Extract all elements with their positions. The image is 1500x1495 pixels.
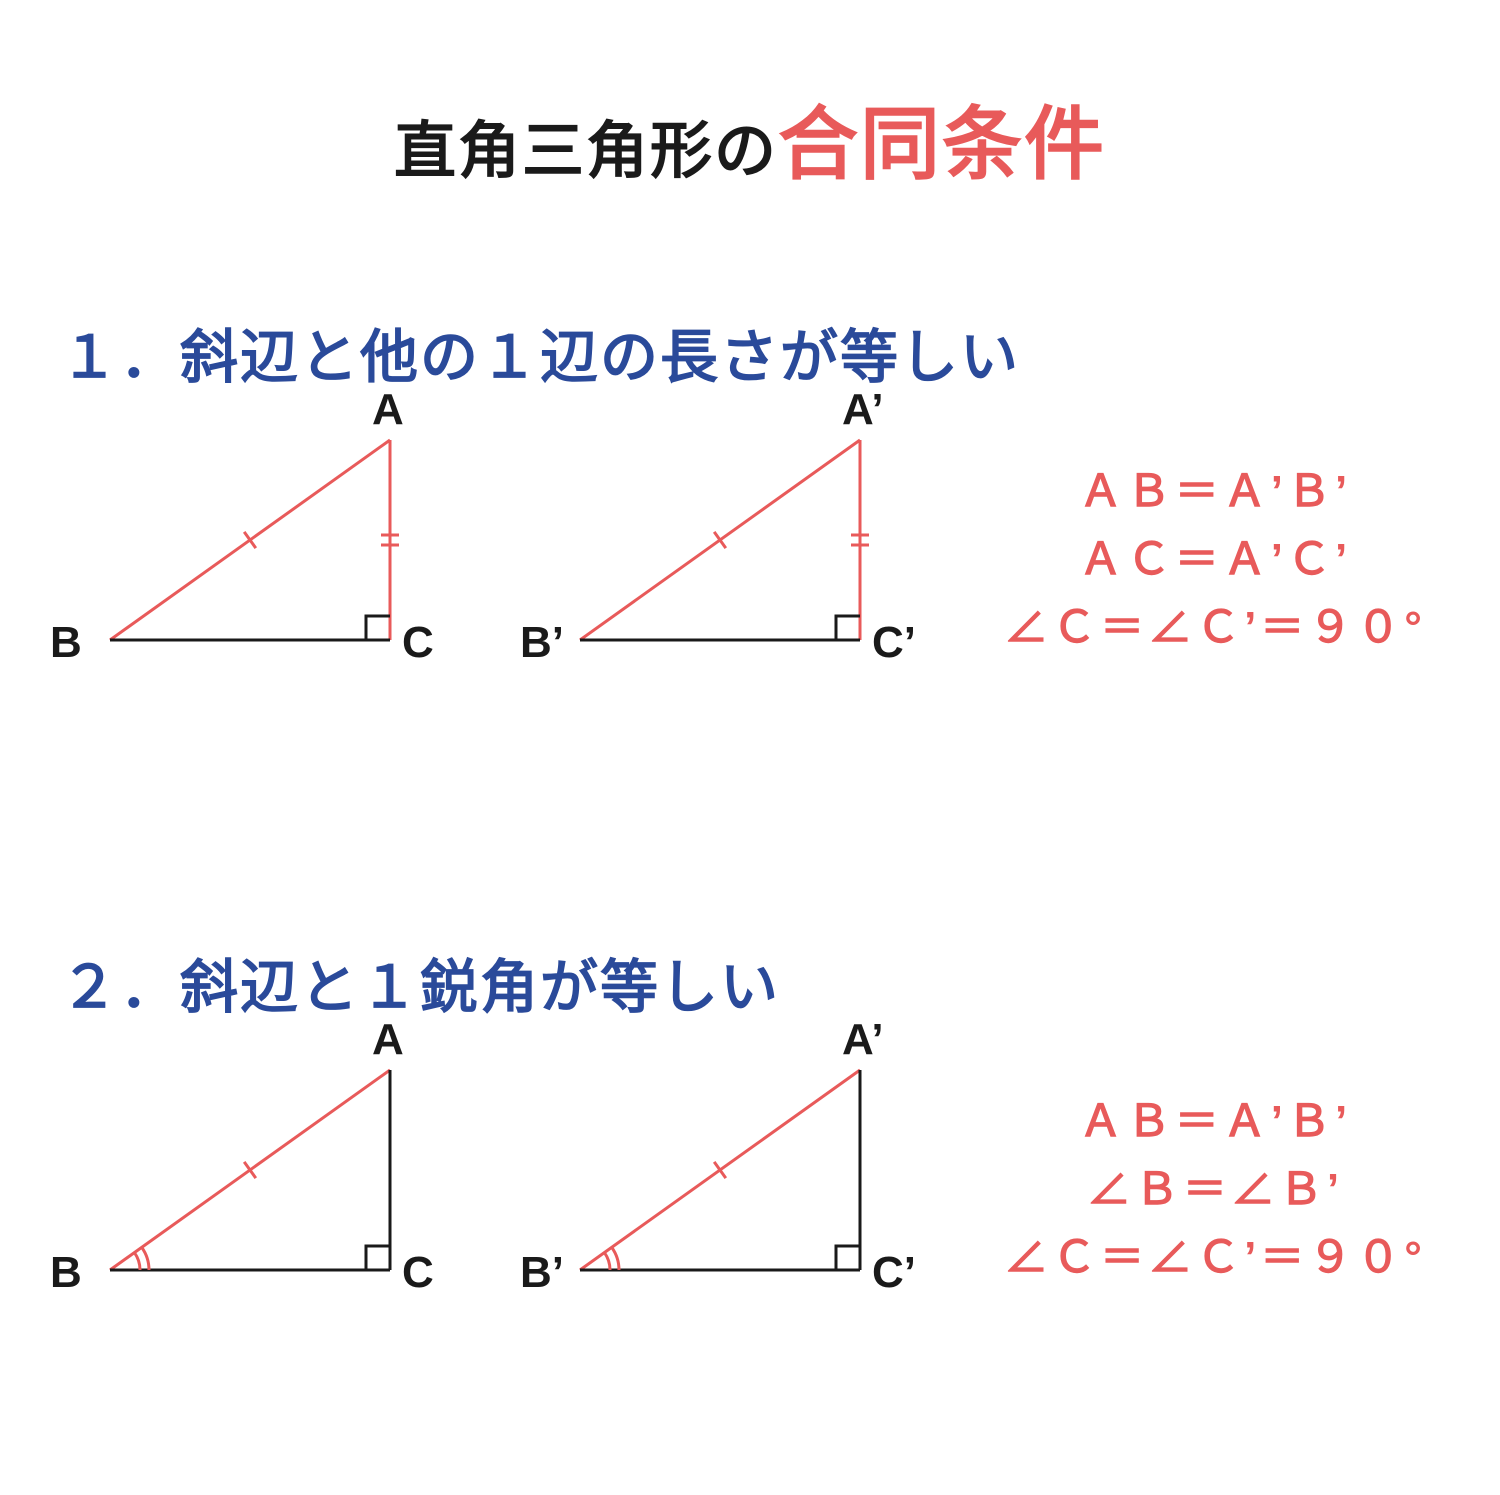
vertex-label: B [50,618,82,668]
eq-line: ＡＢ＝Ａ’Ｂ’ [980,1088,1450,1156]
eq-line: ∠Ｃ＝∠Ｃ’＝９０° [980,1224,1450,1292]
vertex-label: B’ [520,1248,564,1298]
section2-heading: ２．斜辺と１鋭角が等しい [60,940,780,1024]
section1-heading: １．斜辺と他の１辺の長さが等しい [60,310,1020,394]
vertex-label: C [402,1248,434,1298]
vertex-label: A [372,385,404,435]
title-red: 合同条件 [778,100,1106,189]
vertex-label: C’ [872,618,916,668]
eq-line: ＡＢ＝Ａ’Ｂ’ [980,458,1450,526]
vertex-label: C’ [872,1248,916,1298]
eq-line: ∠Ｃ＝∠Ｃ’＝９０° [980,594,1450,662]
eq-line: ∠Ｂ＝∠Ｂ’ [980,1156,1450,1224]
vertex-label: A [372,1015,404,1065]
title-black: 直角三角形の [394,117,778,186]
eq-line: ＡＣ＝Ａ’Ｃ’ [980,526,1450,594]
vertex-label: B’ [520,618,564,668]
section1-equations: ＡＢ＝Ａ’Ｂ’ ＡＣ＝Ａ’Ｃ’ ∠Ｃ＝∠Ｃ’＝９０° [980,430,1450,690]
vertex-label: C [402,618,434,668]
vertex-label: A’ [842,385,884,435]
section2-equations: ＡＢ＝Ａ’Ｂ’ ∠Ｂ＝∠Ｂ’ ∠Ｃ＝∠Ｃ’＝９０° [980,1060,1450,1320]
page-title: 直角三角形の合同条件 [0,80,1500,196]
vertex-label: B [50,1248,82,1298]
vertex-label: A’ [842,1015,884,1065]
